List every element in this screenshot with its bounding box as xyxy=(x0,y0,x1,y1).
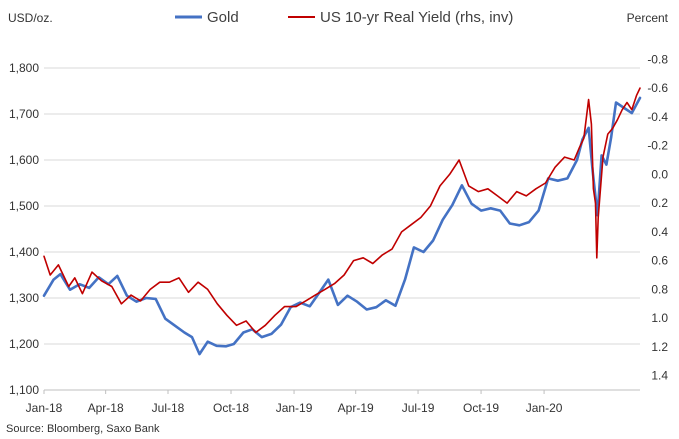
left-tick-label: 1,200 xyxy=(9,337,39,351)
legend: Gold US 10-yr Real Yield (rhs, inv) xyxy=(175,9,513,26)
source-note: Source: Bloomberg, Saxo Bank xyxy=(6,423,160,435)
left-axis-ticks: 1,100 1,200 1,300 1,400 1,500 1,600 1,700 1,800 xyxy=(9,61,39,397)
x-tick-label: Oct-18 xyxy=(213,401,249,415)
right-axis-label: Percent xyxy=(627,11,669,25)
left-axis-label: USD/oz. xyxy=(8,11,53,25)
series-line-gold xyxy=(42,96,642,356)
right-tick-label: 1.2 xyxy=(651,340,668,354)
left-tick-label: 1,400 xyxy=(9,245,39,259)
right-tick-label: -0.2 xyxy=(647,139,668,153)
left-tick-label: 1,600 xyxy=(9,153,39,167)
right-tick-label: 1.0 xyxy=(651,311,668,325)
x-tick-label: Apr-18 xyxy=(88,401,124,415)
left-tick-label: 1,700 xyxy=(9,107,39,121)
x-tick-label: Jul-18 xyxy=(152,401,185,415)
left-tick-label: 1,800 xyxy=(9,61,39,75)
right-tick-label: -0.6 xyxy=(647,81,668,95)
series-layer xyxy=(42,87,642,356)
right-tick-label: 0.0 xyxy=(651,167,668,181)
x-tick-label: Apr-19 xyxy=(338,401,374,415)
x-axis-ticks: Jan-18 Apr-18 Jul-18 Oct-18 Jan-19 Apr-19 Jul-… xyxy=(26,390,563,415)
left-tick-label: 1,300 xyxy=(9,291,39,305)
x-tick-label: Jan-19 xyxy=(276,401,313,415)
right-axis-ticks: 1.4 1.2 1.0 0.8 0.6 0.4 0.2 0.0 -0.2 -0.4 -0.6 -0.8 xyxy=(647,52,668,382)
left-tick-label: 1,500 xyxy=(9,199,39,213)
x-tick-label: Oct-19 xyxy=(463,401,499,415)
x-tick-label: Jan-20 xyxy=(526,401,563,415)
right-tick-label: 0.6 xyxy=(651,254,668,268)
right-tick-label: -0.8 xyxy=(647,52,668,66)
right-tick-label: 0.2 xyxy=(651,196,668,210)
right-tick-label: -0.4 xyxy=(647,110,668,124)
right-tick-label: 0.8 xyxy=(651,282,668,296)
right-tick-label: 1.4 xyxy=(651,369,668,383)
legend-label-real-yield: US 10-yr Real Yield (rhs, inv) xyxy=(320,9,513,26)
legend-label-gold: Gold xyxy=(207,9,239,26)
series-line-real-yield xyxy=(43,87,641,334)
right-tick-label: 0.4 xyxy=(651,225,668,239)
left-tick-label: 1,100 xyxy=(9,383,39,397)
x-tick-label: Jan-18 xyxy=(26,401,63,415)
x-tick-label: Jul-19 xyxy=(402,401,435,415)
